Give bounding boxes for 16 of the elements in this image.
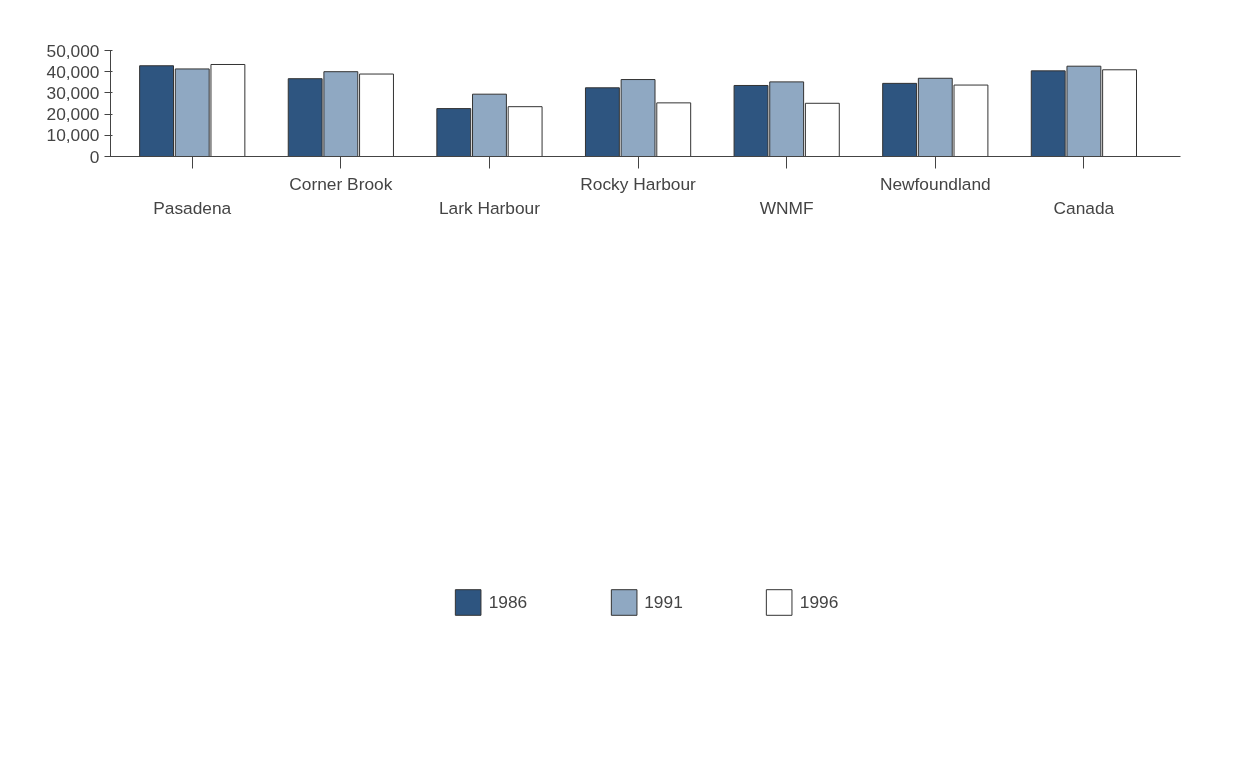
legend-label: 1996 — [799, 591, 839, 613]
legend-label: 1986 — [488, 591, 528, 613]
x-tick-label: Rocky Harbour — [580, 173, 697, 194]
y-tick-label: 50,000 — [46, 40, 100, 61]
x-tick-label: Canada — [1053, 197, 1115, 218]
x-tick-label: Corner Brook — [289, 173, 393, 194]
y-tick-label: 10,000 — [46, 125, 100, 146]
y-tick-label: 40,000 — [46, 61, 100, 82]
x-tick-label: Lark Harbour — [438, 197, 541, 218]
x-tick-label: Pasadena — [153, 197, 232, 218]
y-tick-label: 30,000 — [46, 82, 100, 103]
y-tick-label: 0 — [89, 146, 100, 167]
x-tick-label: WNMF — [759, 197, 814, 218]
y-tick-label: 20,000 — [46, 104, 100, 125]
x-tick-label: Newfoundland — [879, 173, 991, 194]
legend-label: 1991 — [644, 591, 683, 613]
